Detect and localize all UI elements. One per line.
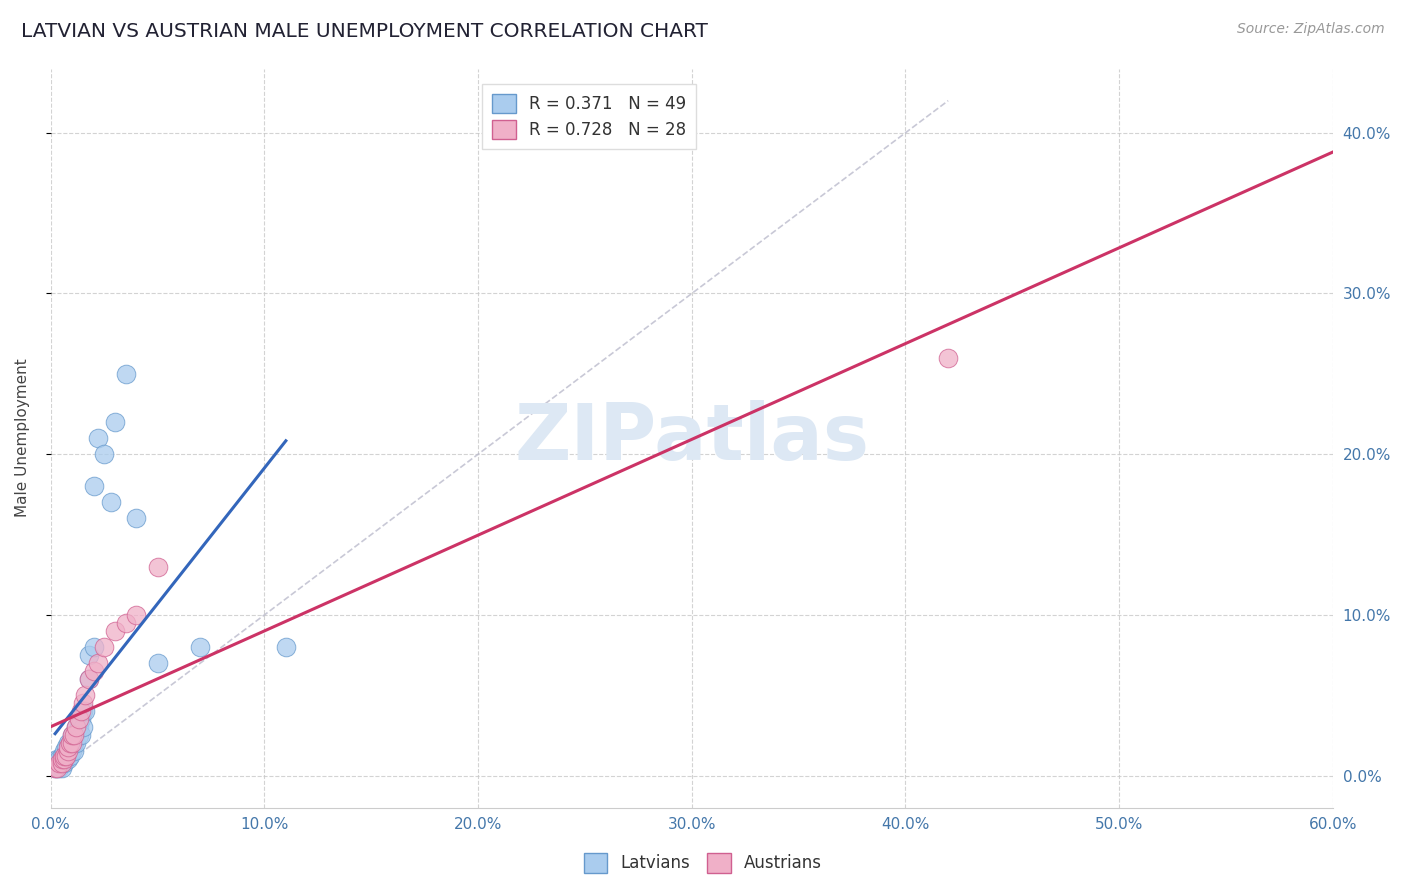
Point bbox=[274, 640, 297, 654]
Point bbox=[56, 739, 79, 754]
Point bbox=[190, 640, 212, 654]
Point bbox=[65, 720, 87, 734]
Point bbox=[52, 744, 75, 758]
Point bbox=[48, 752, 70, 766]
Point bbox=[67, 720, 90, 734]
Point bbox=[56, 736, 79, 750]
Point bbox=[83, 640, 105, 654]
Point bbox=[60, 736, 83, 750]
Point bbox=[93, 640, 115, 654]
Point bbox=[60, 728, 83, 742]
Point bbox=[93, 447, 115, 461]
Point bbox=[60, 736, 83, 750]
Point bbox=[51, 752, 73, 766]
Text: ZIPatlas: ZIPatlas bbox=[515, 401, 869, 476]
Point bbox=[83, 479, 105, 493]
Point bbox=[65, 720, 87, 734]
Point bbox=[48, 756, 70, 770]
Point bbox=[125, 607, 148, 622]
Point bbox=[60, 744, 83, 758]
Point bbox=[51, 756, 73, 770]
Point bbox=[48, 760, 70, 774]
Point bbox=[125, 511, 148, 525]
Point bbox=[60, 728, 83, 742]
Point bbox=[72, 720, 94, 734]
Point bbox=[114, 615, 136, 630]
Point bbox=[55, 749, 77, 764]
Point bbox=[46, 752, 69, 766]
Y-axis label: Male Unemployment: Male Unemployment bbox=[15, 359, 30, 517]
Text: LATVIAN VS AUSTRIAN MALE UNEMPLOYMENT CORRELATION CHART: LATVIAN VS AUSTRIAN MALE UNEMPLOYMENT CO… bbox=[21, 22, 709, 41]
Point bbox=[83, 664, 105, 678]
Point bbox=[79, 672, 101, 686]
Point bbox=[59, 744, 82, 758]
Point bbox=[67, 712, 90, 726]
Point bbox=[67, 728, 90, 742]
Point bbox=[65, 736, 87, 750]
Point bbox=[69, 712, 91, 726]
Point bbox=[51, 756, 73, 770]
Point bbox=[44, 760, 66, 774]
Point bbox=[87, 656, 110, 670]
Point bbox=[51, 749, 73, 764]
Point bbox=[52, 752, 75, 766]
Point bbox=[72, 696, 94, 710]
Point bbox=[56, 744, 79, 758]
Point bbox=[59, 736, 82, 750]
Point bbox=[79, 648, 101, 662]
Point bbox=[104, 624, 127, 638]
Point bbox=[114, 367, 136, 381]
Point bbox=[104, 415, 127, 429]
Point bbox=[52, 752, 75, 766]
Point bbox=[51, 752, 73, 766]
Legend: R = 0.371   N = 49, R = 0.728   N = 28: R = 0.371 N = 49, R = 0.728 N = 28 bbox=[482, 84, 696, 150]
Point bbox=[44, 760, 66, 774]
Point bbox=[63, 736, 86, 750]
Point bbox=[69, 728, 91, 742]
Point bbox=[55, 739, 77, 754]
Point bbox=[87, 431, 110, 445]
Point bbox=[52, 756, 75, 770]
Point bbox=[55, 749, 77, 764]
Point bbox=[59, 749, 82, 764]
Point bbox=[51, 760, 73, 774]
Point bbox=[52, 749, 75, 764]
Point bbox=[936, 351, 959, 365]
Legend: Latvians, Austrians: Latvians, Austrians bbox=[578, 847, 828, 880]
Point bbox=[46, 760, 69, 774]
Point bbox=[56, 752, 79, 766]
Point bbox=[79, 672, 101, 686]
Point bbox=[73, 688, 96, 702]
Text: Source: ZipAtlas.com: Source: ZipAtlas.com bbox=[1237, 22, 1385, 37]
Point bbox=[56, 744, 79, 758]
Point bbox=[72, 704, 94, 718]
Point bbox=[146, 559, 169, 574]
Point bbox=[63, 728, 86, 742]
Point bbox=[73, 704, 96, 718]
Point bbox=[100, 495, 122, 509]
Point bbox=[146, 656, 169, 670]
Point bbox=[63, 744, 86, 758]
Point bbox=[59, 736, 82, 750]
Point bbox=[46, 760, 69, 774]
Point bbox=[48, 756, 70, 770]
Point bbox=[69, 704, 91, 718]
Point bbox=[55, 752, 77, 766]
